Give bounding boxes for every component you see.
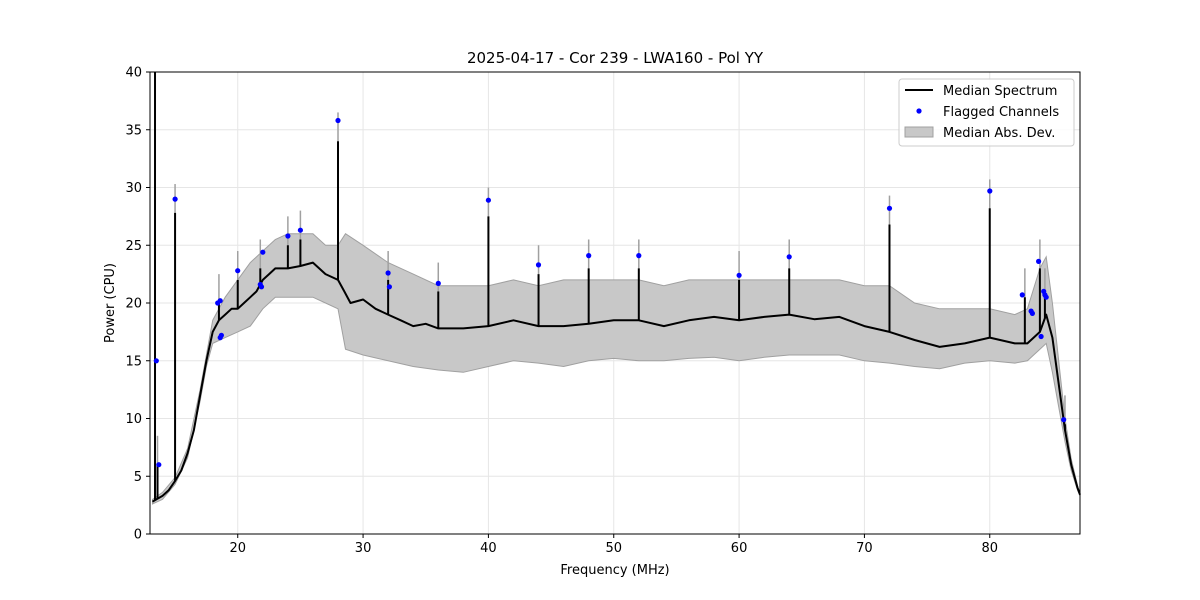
flagged-point: [435, 280, 441, 286]
y-tick-label: 30: [125, 181, 142, 196]
flagged-point: [1038, 333, 1044, 340]
flagged-point: [636, 253, 642, 259]
flagged-point: [1036, 258, 1042, 264]
legend-median-label: Median Spectrum: [943, 84, 1057, 99]
chart-title: 2025-04-17 - Cor 239 - LWA160 - Pol YY: [467, 49, 764, 67]
flagged-point: [1019, 292, 1025, 298]
flagged-point: [335, 117, 341, 124]
y-tick-label: 0: [134, 528, 142, 543]
flagged-point: [1029, 310, 1035, 316]
median-spectrum-line: [151, 261, 1081, 503]
flagged-point: [285, 233, 291, 239]
median-spectrum: [151, 72, 1081, 503]
flagged-point: [1043, 294, 1049, 300]
y-tick-label: 5: [134, 470, 142, 485]
flagged-point: [218, 332, 224, 338]
flagged-point: [886, 205, 893, 211]
flagged-point: [586, 253, 592, 259]
y-tick-label: 40: [125, 66, 142, 81]
flagged-point: [217, 298, 223, 304]
x-tick-label: 50: [605, 541, 622, 556]
flagged-point: [485, 197, 491, 203]
x-tick-label: 60: [731, 541, 748, 556]
flagged-point: [736, 272, 742, 278]
flagged-point: [258, 284, 265, 290]
flagged-point: [156, 462, 162, 468]
x-tick-label: 80: [981, 541, 998, 556]
flagged-point: [260, 249, 266, 255]
y-tick-label: 25: [125, 239, 142, 254]
flagged-point: [235, 268, 241, 274]
flagged-point: [786, 254, 792, 260]
legend-band-swatch: [904, 126, 934, 138]
flagged-channels: [153, 117, 1067, 468]
y-tick-label: 15: [125, 354, 142, 369]
legend-band-label: Median Abs. Dev.: [943, 126, 1055, 141]
legend-box: [898, 78, 1075, 147]
legend: Median Spectrum Flagged Channels Median …: [898, 78, 1075, 147]
y-tick-label: 35: [125, 123, 142, 138]
x-axis-ticks: 20 30 40 50 60 70 80: [229, 534, 998, 556]
flagged-point: [153, 358, 159, 364]
flagged-point: [172, 196, 178, 202]
legend-flagged-label: Flagged Channels: [943, 105, 1059, 120]
legend-flagged-swatch: [916, 108, 922, 114]
x-tick-label: 40: [480, 541, 497, 556]
flagged-point: [385, 270, 391, 276]
y-tick-label: 20: [125, 297, 142, 312]
x-tick-label: 20: [229, 541, 246, 556]
y-axis-ticks: 0 5 10 15 20 25 30 35 40: [125, 66, 150, 543]
y-tick-label: 10: [125, 412, 142, 427]
flagged-point: [535, 262, 542, 268]
flagged-point: [386, 284, 392, 290]
flagged-point: [1061, 417, 1067, 423]
x-tick-label: 30: [355, 541, 372, 556]
x-axis-label: Frequency (MHz): [560, 563, 669, 578]
x-tick-label: 70: [856, 541, 873, 556]
flagged-point: [987, 188, 993, 194]
y-axis-label: Power (CPU): [103, 263, 118, 343]
flagged-point: [297, 227, 303, 233]
